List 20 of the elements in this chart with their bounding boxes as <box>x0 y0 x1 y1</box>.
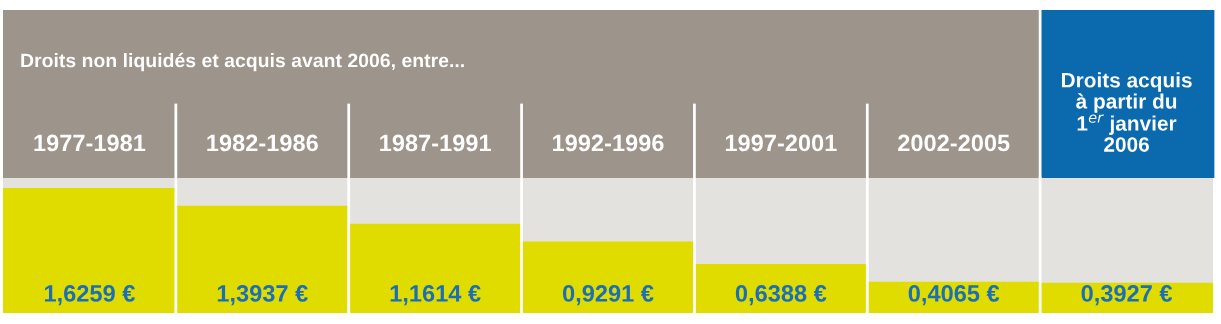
chart-title: Droits non liquidés et acquis avant 2006, entre... <box>21 52 464 72</box>
data-label: 1,3937 € <box>217 285 308 306</box>
data-label: 0,3927 € <box>1081 285 1173 306</box>
data-label: 0,9291 € <box>562 285 654 306</box>
data-label: 1,6259 € <box>44 285 135 306</box>
x-tick-label: 1977-1981 <box>34 134 146 152</box>
x-tick-label: 1987-1991 <box>380 134 491 152</box>
x-tick-label: 1982-1986 <box>207 134 318 152</box>
x-tick-label: 2002-2005 <box>898 134 1010 152</box>
bar <box>3 188 176 313</box>
x-tick-label: Droits acquis à partir du 1$^{er}$ janvier 2006 <box>1061 72 1192 152</box>
x-tick-label: 1997-2001 <box>725 134 837 152</box>
bar <box>521 241 695 313</box>
bar <box>348 223 522 313</box>
x-tick-label: 1992-1996 <box>553 134 664 152</box>
bar <box>694 263 868 313</box>
data-label: 0,4065 € <box>908 285 1000 306</box>
data-label: 0,6388 € <box>735 285 827 306</box>
bar <box>175 205 349 313</box>
data-label: 1,1614 € <box>390 285 481 306</box>
